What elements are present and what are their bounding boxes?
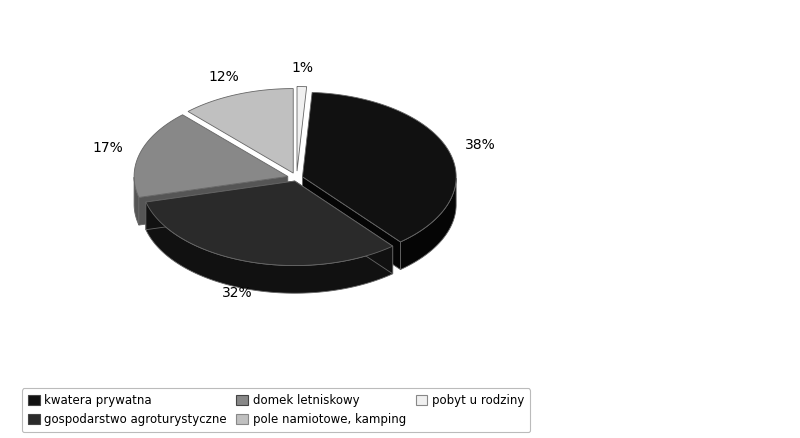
Polygon shape — [134, 115, 288, 198]
Polygon shape — [302, 92, 456, 242]
Text: 17%: 17% — [92, 141, 123, 155]
Polygon shape — [134, 177, 139, 225]
Polygon shape — [294, 181, 393, 274]
Text: 12%: 12% — [209, 70, 239, 84]
Polygon shape — [146, 181, 393, 265]
Polygon shape — [297, 87, 306, 171]
Polygon shape — [302, 177, 401, 269]
Legend: kwatera prywatna, gospodarstwo agroturystyczne, domek letniskowy, pole namiotowe: kwatera prywatna, gospodarstwo agroturys… — [22, 389, 530, 432]
Text: 32%: 32% — [222, 286, 252, 300]
Text: 1%: 1% — [292, 61, 314, 75]
Polygon shape — [401, 178, 456, 269]
Polygon shape — [146, 202, 393, 293]
Polygon shape — [188, 88, 294, 173]
Polygon shape — [146, 181, 294, 230]
Polygon shape — [139, 177, 288, 225]
Text: 38%: 38% — [466, 138, 496, 152]
